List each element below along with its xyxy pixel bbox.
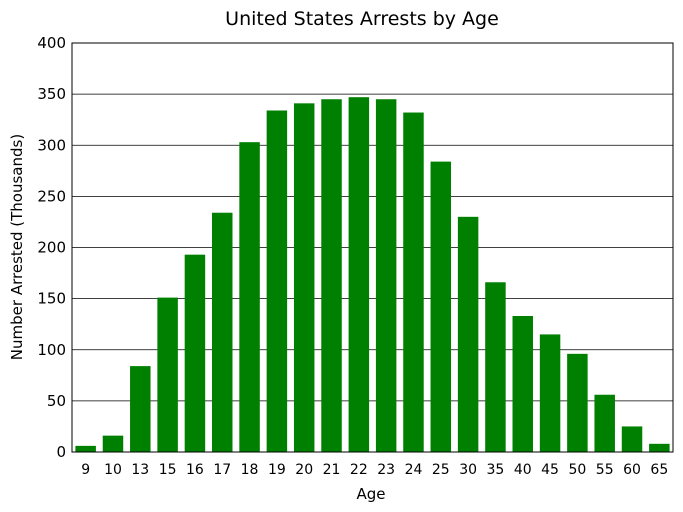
- bar-age-35: [485, 282, 506, 452]
- x-tick-label: 18: [241, 462, 259, 478]
- x-tick-label: 13: [131, 462, 149, 478]
- x-tick-label: 50: [568, 462, 586, 478]
- bar-age-50: [567, 353, 588, 452]
- x-axis-label: Age: [356, 485, 385, 503]
- x-tick-label: 25: [432, 462, 450, 478]
- x-tick-label: 65: [650, 462, 668, 478]
- x-tick-label: 22: [350, 462, 368, 478]
- x-tick-label: 21: [323, 462, 341, 478]
- y-tick-label: 350: [37, 85, 66, 103]
- plot-frame: [71, 42, 674, 453]
- x-tick-label: 9: [81, 462, 90, 478]
- bar-age-25: [430, 161, 452, 453]
- bar-age-24: [403, 112, 424, 452]
- x-tick-label: 16: [186, 462, 204, 478]
- x-tick-label: 40: [514, 462, 532, 478]
- x-tick-label: 24: [405, 462, 423, 478]
- x-tick-label: 15: [159, 462, 177, 478]
- x-tick-label: 17: [213, 462, 231, 478]
- y-tick-label: 400: [37, 34, 66, 52]
- x-tick-label: 45: [541, 462, 559, 478]
- bar-age-23: [375, 99, 397, 453]
- y-tick-label: 250: [37, 187, 66, 205]
- bar-age-16: [184, 254, 206, 452]
- y-tick-label: 0: [56, 443, 66, 461]
- x-tick-label: 60: [623, 462, 641, 478]
- bar-age-40: [512, 316, 533, 452]
- bar-age-9: [75, 445, 96, 452]
- y-tick-label: 100: [37, 341, 66, 359]
- bar-age-21: [321, 99, 342, 453]
- bar-age-19: [266, 110, 288, 453]
- bar-age-45: [539, 334, 561, 452]
- y-tick-label: 150: [37, 290, 66, 308]
- x-tick-label: 20: [295, 462, 313, 478]
- bar-age-22: [348, 97, 370, 452]
- bar-age-18: [239, 142, 260, 452]
- bar-age-20: [293, 103, 315, 452]
- x-tick-label: 35: [487, 462, 505, 478]
- bar-age-10: [102, 435, 124, 452]
- bar-age-13: [130, 366, 151, 452]
- bar-age-65: [649, 443, 670, 452]
- bar-age-55: [594, 394, 615, 452]
- y-axis-label: Number Arrested (Thousands): [8, 134, 26, 360]
- y-tick-label: 300: [37, 136, 66, 154]
- bar-age-17: [212, 212, 233, 452]
- y-tick-label: 50: [47, 392, 66, 410]
- x-tick-label: 23: [377, 462, 395, 478]
- bar-age-30: [457, 216, 479, 452]
- x-tick-label: 30: [459, 462, 477, 478]
- chart-title: United States Arrests by Age: [225, 8, 499, 30]
- y-tick-label: 200: [37, 239, 66, 257]
- bar-age-15: [157, 297, 178, 452]
- x-tick-label: 10: [104, 462, 122, 478]
- bar-age-60: [621, 426, 643, 452]
- x-tick-label: 55: [596, 462, 614, 478]
- x-tick-label: 19: [268, 462, 286, 478]
